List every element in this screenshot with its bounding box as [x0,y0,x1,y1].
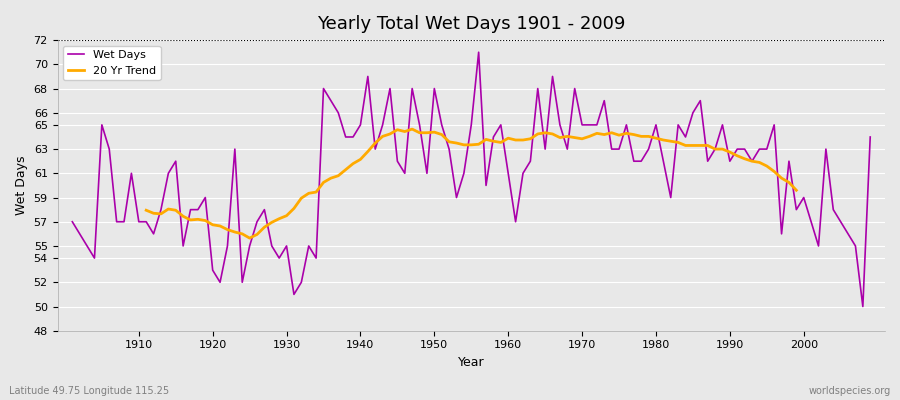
20 Yr Trend [207,222,218,227]
Wet Days [289,292,300,297]
20 Yr Trend [281,213,292,218]
Wet Days [858,304,868,309]
20 Yr Trend [732,153,742,158]
Wet Days [67,219,77,224]
Wet Days [333,110,344,115]
Line: 20 Yr Trend: 20 Yr Trend [146,129,796,238]
Wet Days [473,50,484,55]
Line: Wet Days: Wet Days [72,52,870,306]
Text: Latitude 49.75 Longitude 115.25: Latitude 49.75 Longitude 115.25 [9,386,169,396]
20 Yr Trend [244,236,255,240]
20 Yr Trend [407,127,418,132]
Legend: Wet Days, 20 Yr Trend: Wet Days, 20 Yr Trend [63,46,161,80]
Wet Days [865,134,876,139]
Wet Days [503,171,514,176]
Wet Days [510,219,521,224]
Text: worldspecies.org: worldspecies.org [809,386,891,396]
20 Yr Trend [140,208,151,213]
Y-axis label: Wet Days: Wet Days [15,156,28,215]
Title: Yearly Total Wet Days 1901 - 2009: Yearly Total Wet Days 1901 - 2009 [317,15,626,33]
20 Yr Trend [222,227,233,232]
20 Yr Trend [488,139,499,144]
Wet Days [126,171,137,176]
X-axis label: Year: Year [458,356,484,369]
20 Yr Trend [400,129,410,134]
20 Yr Trend [791,188,802,193]
Wet Days [598,98,609,103]
